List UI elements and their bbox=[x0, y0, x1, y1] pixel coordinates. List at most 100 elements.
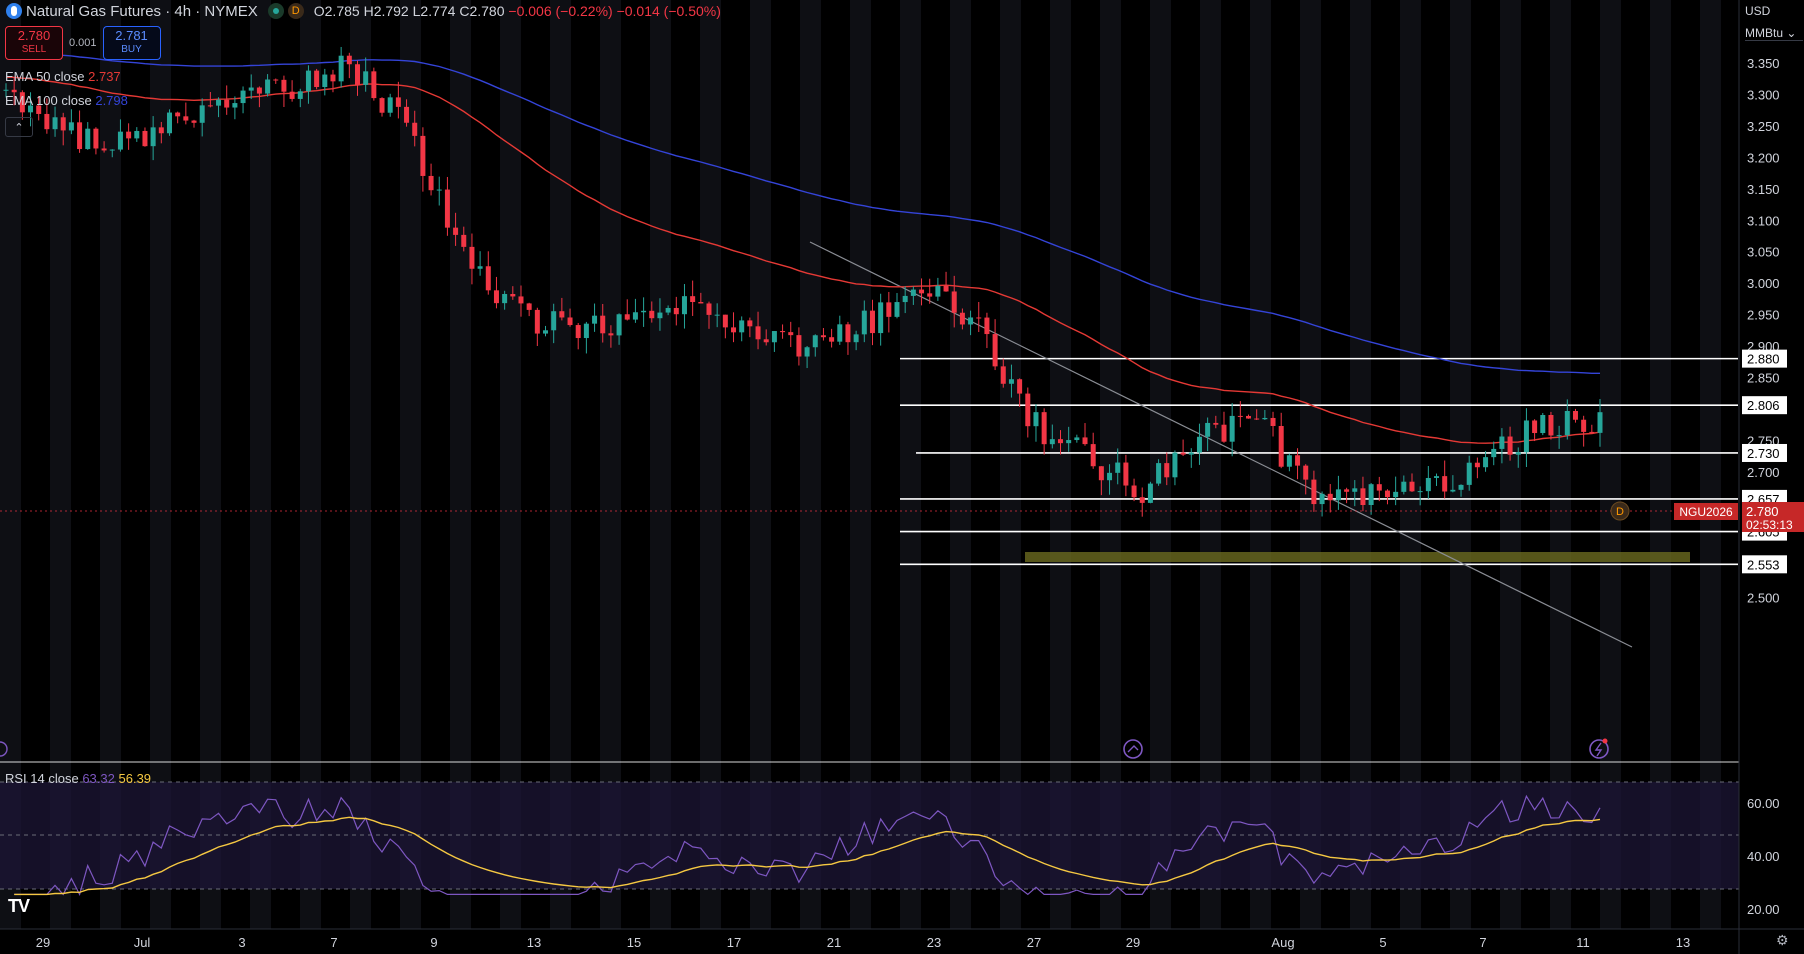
symbol-title[interactable]: Natural Gas Futures · 4h · NYMEX bbox=[26, 2, 258, 20]
candle-body bbox=[1262, 417, 1268, 420]
session-band bbox=[400, 0, 421, 929]
price-tick: 2.500 bbox=[1747, 591, 1780, 606]
candle-body bbox=[1458, 484, 1464, 490]
session-band bbox=[1400, 0, 1421, 929]
candle-body bbox=[763, 339, 769, 343]
candle-body bbox=[690, 296, 696, 303]
candle-body bbox=[281, 79, 287, 92]
candle-body bbox=[11, 89, 17, 93]
candle-body bbox=[502, 294, 508, 304]
time-tick: 5 bbox=[1379, 935, 1386, 950]
market-status-icon[interactable] bbox=[267, 3, 284, 19]
trade-panel: 2.780 SELL 0.001 2.781 BUY bbox=[5, 26, 161, 60]
rsi-label: RSI 14 close bbox=[5, 771, 79, 786]
price-tick: 2.850 bbox=[1747, 371, 1780, 386]
time-tick: 11 bbox=[1576, 935, 1590, 950]
candle-body bbox=[526, 303, 532, 310]
candle-body bbox=[493, 290, 499, 304]
candle-body bbox=[1090, 444, 1096, 467]
dividend-badge[interactable]: D bbox=[287, 3, 304, 19]
earnings-marker-icon[interactable] bbox=[1123, 739, 1143, 759]
candle-body bbox=[1049, 439, 1055, 445]
price-tick: 3.350 bbox=[1747, 56, 1780, 71]
session-band bbox=[1600, 0, 1621, 929]
price-tick: 3.050 bbox=[1747, 245, 1780, 260]
candle-body bbox=[322, 74, 328, 88]
session-band bbox=[500, 0, 521, 929]
candle-body bbox=[919, 289, 925, 294]
level-tag-bg bbox=[1742, 396, 1787, 415]
support-zone bbox=[1025, 552, 1690, 562]
time-tick: 3 bbox=[238, 935, 245, 950]
candle-body bbox=[436, 189, 442, 191]
currency-selector[interactable]: USD bbox=[1745, 4, 1771, 18]
candle-body bbox=[1229, 415, 1235, 442]
collapse-legend-button[interactable]: ⌃ bbox=[5, 117, 33, 137]
dividend-marker-icon[interactable] bbox=[1610, 501, 1630, 521]
candle-body bbox=[68, 122, 74, 131]
trendline[interactable] bbox=[809, 241, 1633, 648]
tradingview-logo[interactable]: TV bbox=[8, 896, 30, 916]
svg-text:D: D bbox=[1616, 506, 1624, 518]
price-tick: 3.000 bbox=[1747, 276, 1780, 291]
candle-body bbox=[1131, 485, 1137, 498]
candle-body bbox=[624, 314, 630, 320]
candle-body bbox=[714, 314, 720, 316]
session-band bbox=[1300, 0, 1321, 929]
candle-body bbox=[395, 97, 401, 107]
price-tick: 3.250 bbox=[1747, 119, 1780, 134]
sell-label: SELL bbox=[21, 44, 47, 55]
candle-body bbox=[829, 337, 835, 342]
gear-icon[interactable]: ⚙ bbox=[1776, 932, 1789, 948]
candle-body bbox=[330, 74, 336, 82]
candle-body bbox=[1188, 452, 1194, 455]
rsi-line bbox=[14, 794, 1601, 897]
chevron-down-icon: ⌄ bbox=[1786, 26, 1797, 40]
rsi-legend[interactable]: RSI 14 close 63.32 56.39 bbox=[5, 771, 151, 786]
session-band bbox=[750, 0, 771, 929]
ema50-legend[interactable]: EMA 50 close 2.737 bbox=[5, 69, 121, 84]
candle-body bbox=[126, 131, 132, 139]
candle-body bbox=[1376, 484, 1382, 491]
candle-body bbox=[166, 112, 172, 134]
change-value-2: −0.014 (−0.50%) bbox=[616, 3, 721, 19]
session-band bbox=[1650, 0, 1671, 929]
buy-button[interactable]: 2.781 BUY bbox=[102, 26, 161, 60]
candle-body bbox=[379, 98, 385, 113]
candle-body bbox=[199, 105, 205, 123]
time-tick: 29 bbox=[36, 935, 50, 950]
unit-selector[interactable]: MMBtu ⌄ bbox=[1745, 26, 1803, 41]
candle-body bbox=[992, 334, 998, 367]
ema100-legend[interactable]: EMA 100 close 2.798 bbox=[5, 93, 128, 108]
candle-body bbox=[289, 91, 295, 99]
time-tick: 9 bbox=[430, 935, 437, 950]
candle-body bbox=[371, 71, 377, 99]
candle-body bbox=[314, 70, 320, 88]
candle-body bbox=[1483, 457, 1489, 468]
candle-body bbox=[101, 148, 107, 151]
candle-body bbox=[273, 79, 279, 81]
candle-body bbox=[1278, 426, 1284, 467]
candle-body bbox=[428, 175, 434, 191]
candle-body bbox=[902, 295, 908, 303]
sell-button[interactable]: 2.780 SELL bbox=[5, 26, 63, 60]
rsi-tick: 60.00 bbox=[1747, 796, 1780, 811]
candle-body bbox=[1098, 466, 1104, 481]
candle-body bbox=[1384, 490, 1390, 498]
price-tick: 2.950 bbox=[1747, 308, 1780, 323]
candle-body bbox=[1156, 463, 1162, 484]
time-tick: 17 bbox=[727, 935, 741, 950]
candle-body bbox=[404, 106, 410, 123]
candle-body bbox=[265, 79, 271, 94]
lightning-marker-icon[interactable] bbox=[1589, 739, 1609, 759]
candle-body bbox=[1123, 462, 1129, 486]
candle-body bbox=[1327, 493, 1333, 501]
candle-body bbox=[1442, 476, 1448, 492]
candle-body bbox=[1344, 489, 1350, 492]
candle-body bbox=[853, 334, 859, 343]
session-band bbox=[900, 0, 921, 929]
candle-body bbox=[959, 312, 965, 325]
candle-body bbox=[1368, 484, 1374, 505]
candle-body bbox=[158, 127, 164, 134]
